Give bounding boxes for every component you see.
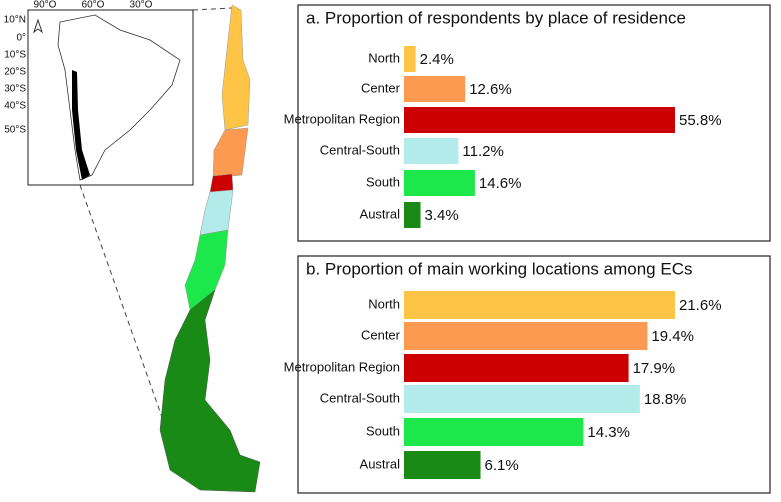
zoom-line (79, 184, 171, 441)
bar (404, 46, 416, 72)
category-label: Austral (360, 456, 401, 471)
region-metropolitan (209, 173, 234, 193)
region-austral (159, 289, 261, 493)
category-label: Center (361, 327, 401, 342)
panel-frame (297, 255, 771, 494)
value-label: 11.2% (462, 143, 503, 160)
lon-label: 30°O (130, 0, 153, 11)
north-arrow (33, 18, 43, 34)
value-label: 55.8% (679, 112, 722, 129)
value-label: 19.4% (651, 328, 694, 345)
bar (404, 76, 466, 102)
category-label: Metropolitan Region (284, 359, 400, 374)
lon-label: 90°O (34, 0, 57, 11)
value-label: 6.1% (485, 457, 519, 474)
value-label: 14.6% (479, 175, 522, 192)
value-label: 12.6% (469, 81, 512, 98)
value-label: 2.4% (420, 51, 454, 68)
bar (404, 170, 475, 196)
category-label: South (366, 423, 400, 438)
lat-label: 20°S (4, 67, 26, 78)
chart-title: a. Proportion of respondents by place of… (306, 8, 686, 27)
value-label: 14.3% (587, 424, 630, 441)
region-north (221, 4, 251, 131)
category-label: Central-South (320, 142, 400, 157)
panel-frame (297, 4, 771, 242)
bar (404, 202, 421, 228)
category-label: South (366, 174, 400, 189)
category-label: Center (361, 80, 401, 95)
bar (404, 291, 675, 319)
category-label: North (368, 296, 400, 311)
region-center (212, 127, 249, 179)
category-label: Austral (360, 206, 401, 221)
bar (404, 418, 584, 446)
chart-title: b. Proportion of main working locations … (306, 259, 692, 278)
value-label: 17.9% (633, 360, 676, 377)
lat-label: 0° (16, 33, 26, 44)
category-label: North (368, 50, 400, 65)
map (27, 4, 261, 493)
lat-label: 50°S (4, 125, 26, 136)
bar (404, 107, 675, 133)
lat-label: 10°N (4, 15, 26, 26)
lat-label: 10°S (4, 50, 26, 61)
lon-label: 60°O (82, 0, 105, 11)
bar (404, 354, 629, 382)
value-label: 18.8% (644, 391, 687, 408)
zoom-line (192, 7, 233, 11)
chile-inset (72, 70, 90, 180)
lat-label: 40°S (4, 101, 26, 112)
value-label: 21.6% (679, 297, 722, 314)
region-central-south (199, 189, 234, 236)
bar (404, 322, 648, 350)
value-label: 3.4% (425, 207, 459, 224)
bar (404, 451, 481, 479)
category-label: Central-South (320, 390, 400, 405)
lat-label: 30°S (4, 84, 26, 95)
bar (404, 385, 640, 413)
bar (404, 138, 459, 164)
category-label: Metropolitan Region (284, 111, 400, 126)
south-america (57, 14, 181, 181)
